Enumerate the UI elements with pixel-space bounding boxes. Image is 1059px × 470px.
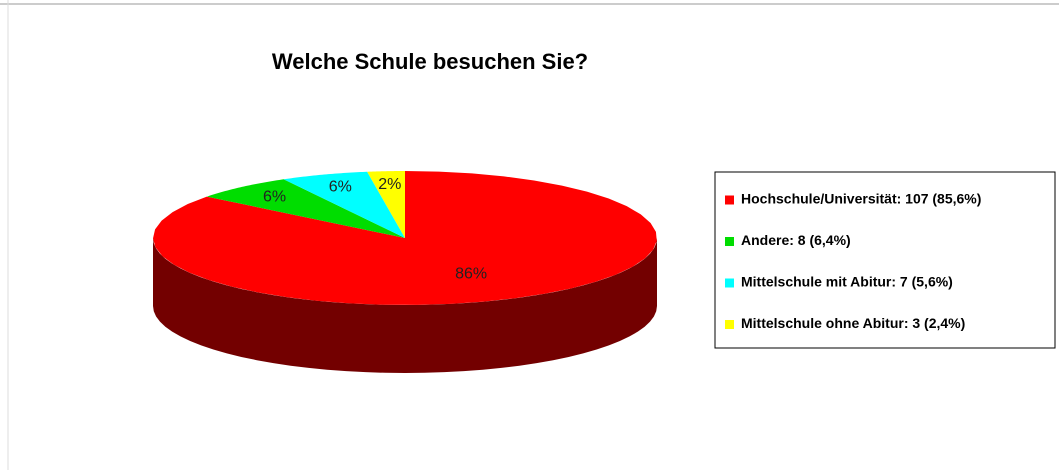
legend-label: Mittelschule ohne Abitur: 3 (2,4%) bbox=[741, 315, 965, 331]
pie-slice-side bbox=[153, 238, 657, 373]
chart-title: Welche Schule besuchen Sie? bbox=[272, 49, 588, 74]
pie-slice bbox=[367, 171, 405, 238]
legend-swatch bbox=[725, 237, 734, 246]
legend-box bbox=[714, 171, 1056, 349]
pie-slice bbox=[153, 171, 657, 305]
data-label: 2% bbox=[378, 176, 401, 193]
legend-swatch bbox=[725, 278, 734, 288]
legend-label: Mittelschule mit Abitur: 7 (5,6%) bbox=[741, 274, 953, 290]
legend-label: Andere: 8 (6,4%) bbox=[741, 232, 851, 248]
data-label: 86% bbox=[455, 265, 487, 282]
legend-label: Hochschule/Universität: 107 (85,6%) bbox=[741, 191, 981, 207]
pie-slice bbox=[283, 171, 405, 238]
legend-swatch bbox=[725, 195, 734, 205]
pie-slice bbox=[206, 179, 405, 238]
data-label: 6% bbox=[329, 178, 352, 195]
data-label: 6% bbox=[263, 188, 286, 205]
legend-swatch bbox=[725, 320, 734, 329]
